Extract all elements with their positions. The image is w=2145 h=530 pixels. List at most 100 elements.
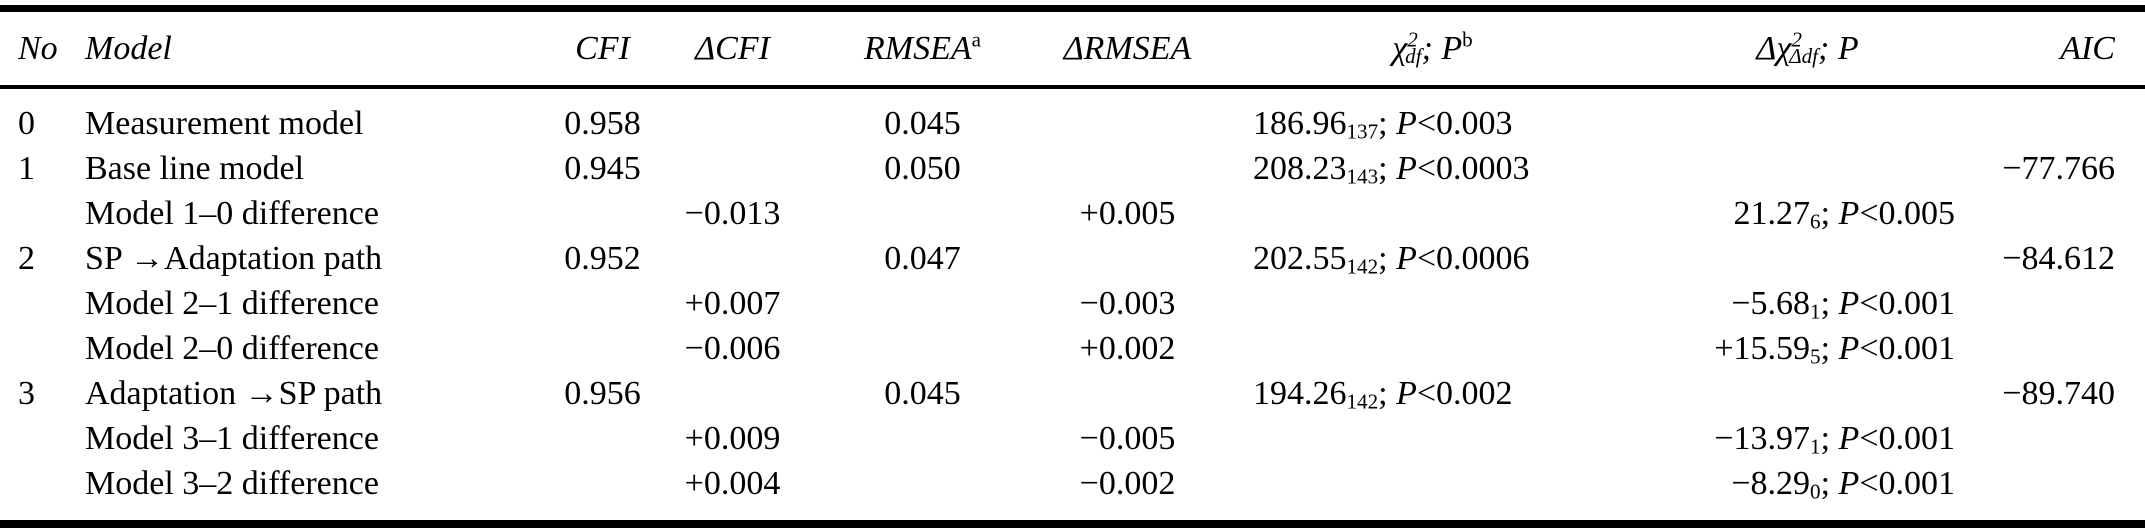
cell-drmsea: [1040, 371, 1215, 416]
table-row: 1 Base line model 0.945 0.050 208.23143; P<0…: [0, 146, 2145, 191]
cell-aic: [1965, 87, 2145, 146]
cell-dcfi: +0.004: [684, 464, 781, 502]
table-row: 2 SP →Adaptation path 0.952 0.047 202.55142;…: [0, 236, 2145, 281]
cell-rmsea: [805, 416, 1040, 461]
table-header-row: No Model CFI ΔCFI RMSEAa ΔRMSEA χ2df; Pb Δχ2Δdf…: [0, 8, 2145, 89]
table-row: Model 3–1 difference +0.009 −0.005 −13.971;…: [0, 416, 2145, 461]
cell-chi2: [1215, 326, 1650, 371]
column-header-drmsea: ΔRMSEA: [1040, 8, 1215, 89]
cell-chi2: [1215, 281, 1650, 326]
cell-cfi: 0.945: [564, 149, 641, 187]
cell-rmsea: [805, 281, 1040, 326]
column-header-chi2: χ2df; Pb: [1215, 8, 1650, 89]
cell-aic: −77.766: [2002, 149, 2115, 187]
cell-rmsea: 0.050: [884, 149, 961, 187]
cell-no: [0, 416, 85, 461]
cell-rmsea: 0.045: [884, 104, 961, 142]
column-header-cfi: CFI: [545, 8, 660, 89]
cell-dchi2: −8.290; P<0.001: [1731, 464, 1955, 504]
cell-model: Base line model: [85, 149, 305, 187]
cell-aic: −89.740: [2002, 374, 2115, 412]
cell-model: Model 3–1 difference: [85, 419, 379, 457]
cell-rmsea: 0.047: [884, 239, 961, 277]
cell-cfi: [545, 191, 660, 236]
cell-dcfi: [660, 87, 805, 146]
cell-drmsea: [1040, 87, 1215, 146]
cell-drmsea: −0.005: [1079, 419, 1176, 457]
cell-dcfi: [660, 236, 805, 281]
cell-dchi2: [1650, 146, 1965, 191]
cell-aic: [1965, 326, 2145, 371]
cell-drmsea: +0.005: [1079, 194, 1176, 232]
cell-model: Model 1–0 difference: [85, 194, 379, 232]
cell-cfi: [545, 281, 660, 326]
column-header-no: No: [0, 8, 85, 89]
cell-cfi: [545, 416, 660, 461]
cell-dchi2: 21.276; P<0.005: [1733, 194, 1955, 234]
cell-chi2: 186.96137; P<0.003: [1253, 104, 1513, 144]
table-header: No Model CFI ΔCFI RMSEAa ΔRMSEA χ2df; Pb Δχ2Δdf…: [0, 8, 2145, 89]
cell-chi2: 202.55142; P<0.0006: [1253, 239, 1530, 279]
cell-drmsea: −0.002: [1079, 464, 1176, 502]
table-row: Model 2–0 difference −0.006 +0.002 +15.595;…: [0, 326, 2145, 371]
cell-no: 2: [18, 239, 35, 277]
cell-model: Measurement model: [85, 104, 364, 142]
cell-dchi2: [1650, 371, 1965, 416]
cell-model: Adaptation →SP path: [85, 374, 383, 412]
cell-cfi: 0.956: [564, 374, 641, 412]
column-header-dchi2: Δχ2Δdf; P: [1650, 8, 1965, 89]
column-header-dcfi: ΔCFI: [660, 8, 805, 89]
cell-rmsea: 0.045: [884, 374, 961, 412]
cell-no: 0: [18, 104, 35, 142]
cell-drmsea: [1040, 236, 1215, 281]
cell-dcfi: [660, 371, 805, 416]
cell-dchi2: −5.681; P<0.001: [1731, 284, 1955, 324]
cell-dchi2: [1650, 236, 1965, 281]
table-row: 0 Measurement model 0.958 0.045 186.96137; P…: [0, 87, 2145, 146]
column-header-aic: AIC: [1965, 8, 2145, 89]
cell-cfi: 0.952: [564, 239, 641, 277]
cell-no: 1: [18, 149, 35, 187]
table-row: Model 3–2 difference +0.004 −0.002 −8.290; …: [0, 461, 2145, 524]
column-header-rmsea: RMSEAa: [805, 8, 1040, 89]
cell-no: [0, 461, 85, 524]
cell-dchi2: [1650, 87, 1965, 146]
table-body: 0 Measurement model 0.958 0.045 186.96137; P…: [0, 87, 2145, 524]
cell-aic: [1965, 191, 2145, 236]
cell-dcfi: −0.006: [684, 329, 781, 367]
cell-chi2: [1215, 461, 1650, 524]
cell-rmsea: [805, 191, 1040, 236]
cell-cfi: [545, 461, 660, 524]
cell-cfi: 0.958: [564, 104, 641, 142]
cell-model: SP →Adaptation path: [85, 239, 383, 277]
cell-drmsea: +0.002: [1079, 329, 1176, 367]
cell-drmsea: −0.003: [1079, 284, 1176, 322]
cell-no: [0, 326, 85, 371]
cell-aic: [1965, 416, 2145, 461]
cell-model: Model 3–2 difference: [85, 464, 379, 502]
table-row: Model 2–1 difference +0.007 −0.003 −5.681; …: [0, 281, 2145, 326]
cell-chi2: [1215, 416, 1650, 461]
model-fit-table: No Model CFI ΔCFI RMSEAa ΔRMSEA χ2df; Pb Δχ2Δdf…: [0, 5, 2145, 528]
cell-aic: [1965, 281, 2145, 326]
cell-dcfi: +0.007: [684, 284, 781, 322]
cell-dcfi: −0.013: [684, 194, 781, 232]
cell-model: Model 2–1 difference: [85, 284, 379, 322]
table-row: 3 Adaptation →SP path 0.956 0.045 194.26142;…: [0, 371, 2145, 416]
cell-chi2: [1215, 191, 1650, 236]
cell-aic: −84.612: [2002, 239, 2115, 277]
cell-no: [0, 281, 85, 326]
cell-rmsea: [805, 461, 1040, 524]
cell-cfi: [545, 326, 660, 371]
cell-dcfi: +0.009: [684, 419, 781, 457]
cell-rmsea: [805, 326, 1040, 371]
cell-drmsea: [1040, 146, 1215, 191]
cell-model: Model 2–0 difference: [85, 329, 379, 367]
cell-dchi2: +15.595; P<0.001: [1714, 329, 1955, 369]
cell-dchi2: −13.971; P<0.001: [1714, 419, 1955, 459]
table-row: Model 1–0 difference −0.013 +0.005 21.276; …: [0, 191, 2145, 236]
cell-chi2: 208.23143; P<0.0003: [1253, 149, 1530, 189]
cell-aic: [1965, 461, 2145, 524]
cell-dcfi: [660, 146, 805, 191]
